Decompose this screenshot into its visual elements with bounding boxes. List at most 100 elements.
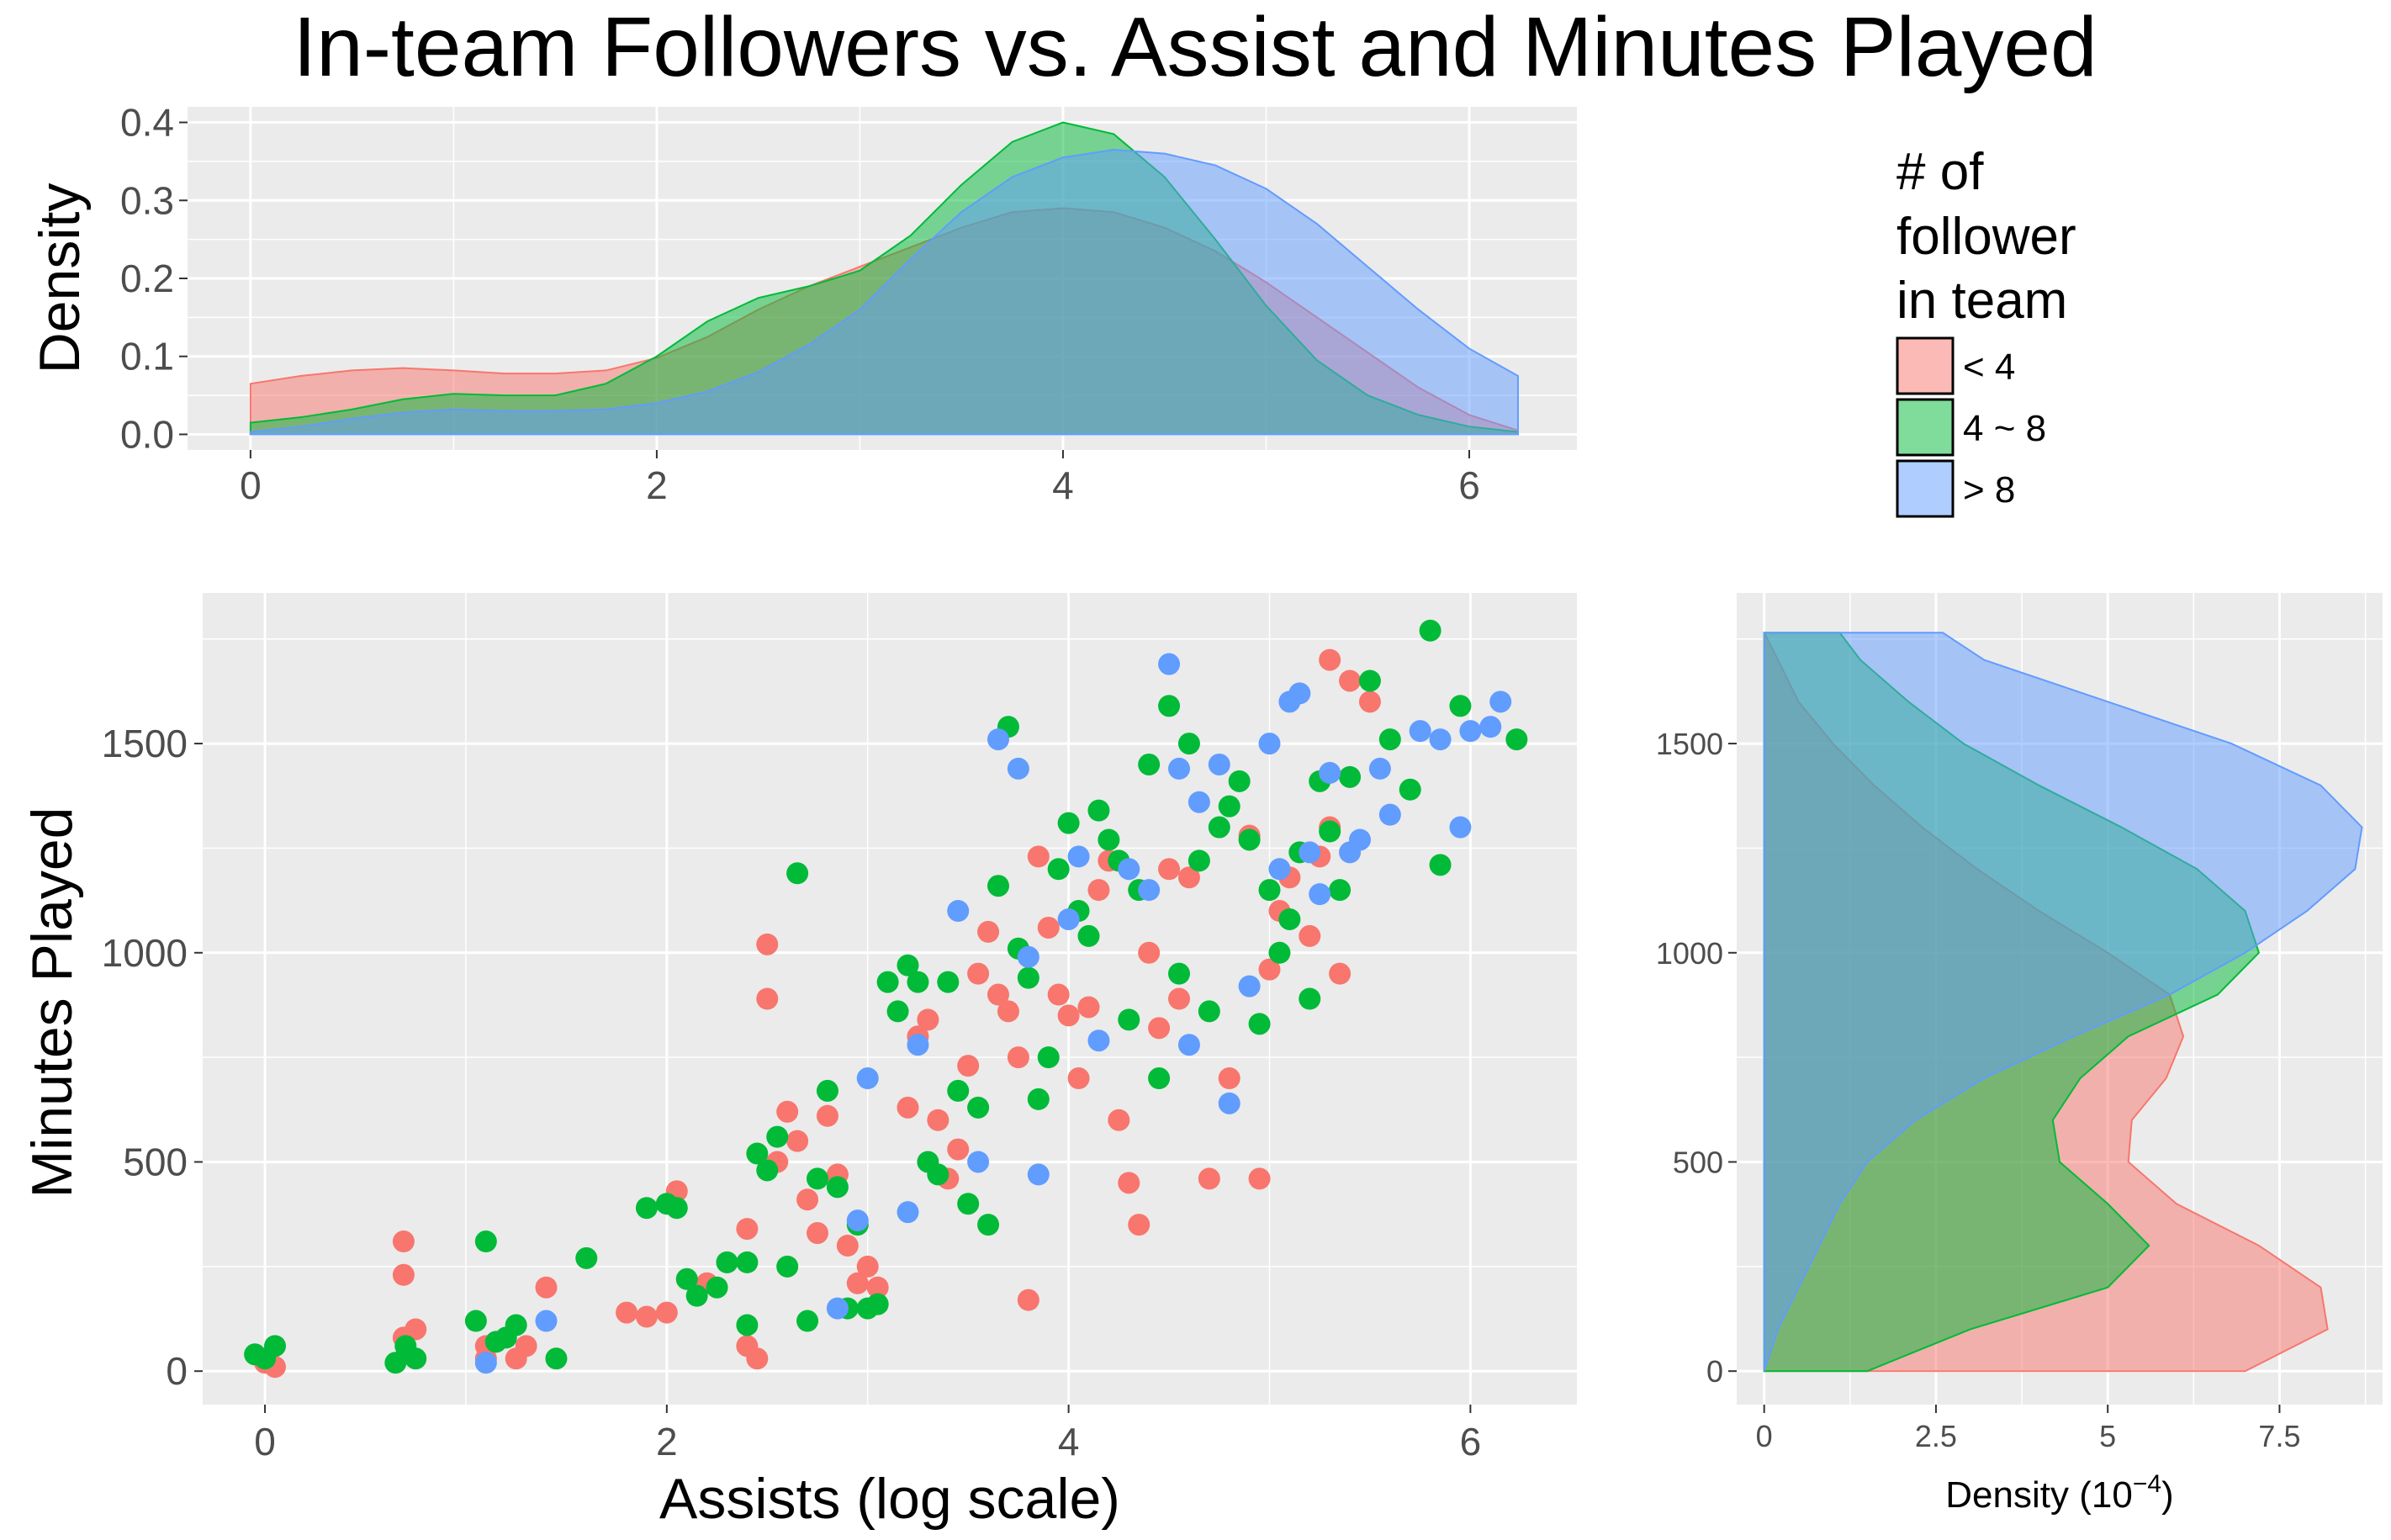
scatter-point bbox=[957, 1055, 980, 1077]
top-density-panel: 0 2 4 6 0.0 0.1 0.2 0.3 0.4 Density bbox=[28, 101, 1577, 507]
y-tick-label: 500 bbox=[123, 1140, 188, 1183]
top-density-areas bbox=[249, 121, 1519, 436]
scatter-point bbox=[1077, 924, 1100, 947]
scatter-point bbox=[756, 1159, 779, 1182]
legend-key-swatch bbox=[1896, 398, 1955, 457]
y-tick-label: 1500 bbox=[102, 722, 188, 765]
y-tick-label: 0.4 bbox=[120, 101, 174, 145]
scatter-point bbox=[1449, 695, 1472, 717]
scatter-point bbox=[907, 971, 929, 993]
scatter-point bbox=[505, 1314, 527, 1336]
scatter-point bbox=[736, 1218, 759, 1241]
scatter-point bbox=[1017, 945, 1039, 968]
scatter-point bbox=[1007, 1046, 1029, 1069]
x-tick-label: 2.5 bbox=[1915, 1419, 1957, 1453]
scatter-point bbox=[886, 1000, 909, 1023]
right-x-axis-title-exponent: −4 bbox=[2133, 1470, 2161, 1498]
legend-key-swatch bbox=[1896, 459, 1955, 518]
y-tick-label: 1000 bbox=[102, 931, 188, 975]
scatter-point bbox=[1329, 879, 1352, 902]
scatter-point bbox=[1108, 1109, 1130, 1131]
scatter-point bbox=[1148, 1017, 1171, 1040]
scatter-point bbox=[474, 1352, 497, 1374]
scatter-point bbox=[786, 1130, 809, 1152]
scatter-point bbox=[776, 1100, 799, 1123]
scatter-point bbox=[392, 1263, 415, 1286]
scatter-point bbox=[1258, 958, 1281, 981]
scatter-point bbox=[776, 1255, 799, 1278]
scatter-point bbox=[1037, 916, 1060, 939]
scatter-point bbox=[545, 1347, 568, 1370]
scatter-point bbox=[897, 1201, 919, 1224]
scatter-point bbox=[907, 1034, 929, 1056]
scatter-point bbox=[1057, 1004, 1080, 1027]
scatter-point bbox=[1238, 975, 1261, 998]
scatter-point bbox=[706, 1276, 728, 1299]
x-tick-label: 7.5 bbox=[2258, 1419, 2300, 1453]
scatter-point bbox=[1138, 879, 1161, 902]
scatter-point bbox=[766, 1125, 789, 1148]
y-tick-label: 1500 bbox=[1656, 727, 1723, 761]
x-tick-label: 2 bbox=[646, 463, 668, 507]
scatter-point bbox=[1429, 728, 1452, 751]
scatter-point bbox=[796, 1310, 819, 1332]
scatter-point bbox=[1459, 720, 1482, 743]
scatter-point bbox=[535, 1310, 558, 1332]
y-tick-label: 0 bbox=[1706, 1354, 1723, 1389]
x-tick-label: 5 bbox=[2099, 1419, 2116, 1453]
scatter-point bbox=[746, 1347, 769, 1370]
scatter-point bbox=[264, 1335, 286, 1357]
scatter-points bbox=[244, 619, 1528, 1379]
scatter-point bbox=[1128, 1214, 1151, 1236]
scatter-point bbox=[987, 875, 1009, 897]
chart-title: In-team Followers vs. Assist and Minutes… bbox=[293, 0, 2097, 94]
top-y-axis-title: Density bbox=[28, 183, 92, 374]
scatter-point bbox=[1047, 858, 1070, 881]
scatter-point bbox=[1299, 924, 1321, 947]
scatter-point bbox=[1368, 757, 1391, 780]
scatter-point bbox=[1349, 828, 1371, 851]
scatter-point bbox=[917, 1008, 939, 1031]
scatter-point bbox=[807, 1222, 828, 1245]
scatter-point bbox=[816, 1104, 838, 1127]
scatter-point bbox=[1378, 728, 1401, 751]
scatter-point bbox=[405, 1347, 427, 1370]
scatter-point bbox=[1299, 841, 1321, 864]
scatter-point bbox=[1138, 941, 1161, 964]
scatter-point bbox=[1358, 669, 1381, 692]
legend-label: < 4 bbox=[1963, 347, 2015, 388]
scatter-point bbox=[515, 1335, 537, 1357]
scatter-point bbox=[807, 1167, 828, 1190]
right-y-axis: 0 500 1000 1500 bbox=[1656, 727, 1737, 1389]
scatter-point bbox=[1168, 757, 1190, 780]
scatter-point bbox=[1098, 828, 1120, 851]
scatter-point bbox=[856, 1255, 879, 1278]
x-tick-label: 0 bbox=[240, 463, 262, 507]
legend-label: > 8 bbox=[1963, 469, 2015, 511]
right-x-axis-title-main: Density (10 bbox=[1945, 1474, 2133, 1516]
scatter-y-axis: 0 500 1000 1500 bbox=[102, 722, 203, 1393]
scatter-point bbox=[947, 1138, 970, 1161]
scatter-point bbox=[1399, 778, 1421, 801]
scatter-point bbox=[1027, 1088, 1050, 1110]
scatter-point bbox=[987, 983, 1009, 1006]
scatter-point bbox=[826, 1176, 849, 1199]
scatter-point bbox=[1148, 1067, 1171, 1090]
scatter-point bbox=[846, 1272, 869, 1294]
scatter-point bbox=[464, 1310, 487, 1332]
scatter-point bbox=[997, 1000, 1019, 1023]
scatter-point bbox=[1319, 648, 1341, 671]
scatter-point bbox=[392, 1230, 415, 1253]
scatter-point bbox=[1118, 858, 1140, 881]
scatter-point bbox=[535, 1276, 558, 1299]
x-tick-label: 4 bbox=[1058, 1420, 1080, 1463]
scatter-point bbox=[675, 1267, 698, 1290]
scatter-point bbox=[1118, 1172, 1140, 1194]
scatter-point bbox=[1309, 883, 1331, 906]
scatter-point bbox=[655, 1301, 678, 1324]
right-x-axis: 0 2.5 5 7.5 bbox=[1756, 1405, 2300, 1453]
scatter-point bbox=[756, 933, 779, 955]
density-area-8 bbox=[1763, 632, 2363, 1372]
scatter-point bbox=[756, 987, 779, 1010]
legend: # of follower in team < 4 4 ~ 8 > 8 bbox=[1896, 143, 2076, 518]
